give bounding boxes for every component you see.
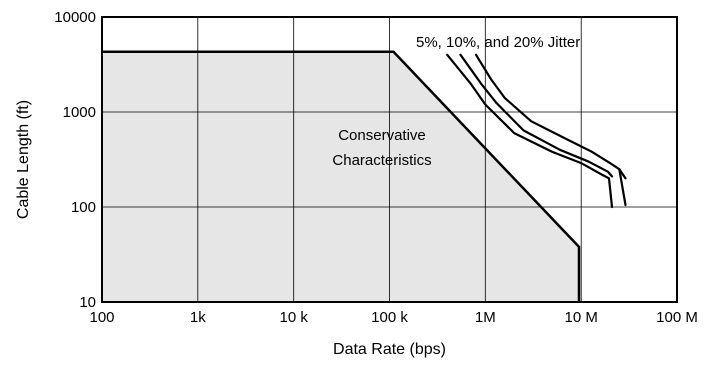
y-axis-title: Cable Length (ft)	[15, 100, 32, 219]
x-tick-label: 10 M	[565, 309, 598, 326]
plot-frame	[101, 16, 678, 303]
conservative-boundary-line	[102, 50, 581, 302]
y-tick-labels: 10 100 1000 10000	[54, 9, 96, 311]
x-tick-label: 100	[89, 309, 114, 326]
x-tick-label: 1k	[190, 309, 206, 326]
y-tick-label: 1000	[63, 104, 96, 121]
jitter-curve-tail-1	[618, 168, 627, 207]
jitter-curve-3	[474, 53, 627, 180]
x-tick-label: 100 k	[371, 309, 408, 326]
jitter-curves-annotation: 5%, 10%, and 20% Jitter	[416, 34, 580, 51]
x-tick-label: 100 M	[656, 309, 698, 326]
x-axis-title: Data Rate (bps)	[333, 341, 446, 358]
region-annotation-line-1: Conservative	[338, 127, 426, 144]
y-tick-label: 10	[79, 294, 96, 311]
conservative-region-fill	[102, 51, 579, 302]
y-tick-label: 100	[71, 199, 96, 216]
series-layer	[446, 53, 627, 209]
jitter-curve-2	[459, 53, 614, 178]
x-tick-labels: 100 1k 10 k 100 k 1M 10 M 100 M	[89, 309, 697, 326]
x-tick-label: 1M	[475, 309, 496, 326]
x-tick-label: 10 k	[280, 309, 309, 326]
conservative-region-layer	[102, 50, 581, 302]
y-tick-label: 10000	[54, 9, 96, 26]
jitter-curve-1	[446, 53, 614, 209]
region-annotation-line-2: Characteristics	[332, 152, 431, 169]
